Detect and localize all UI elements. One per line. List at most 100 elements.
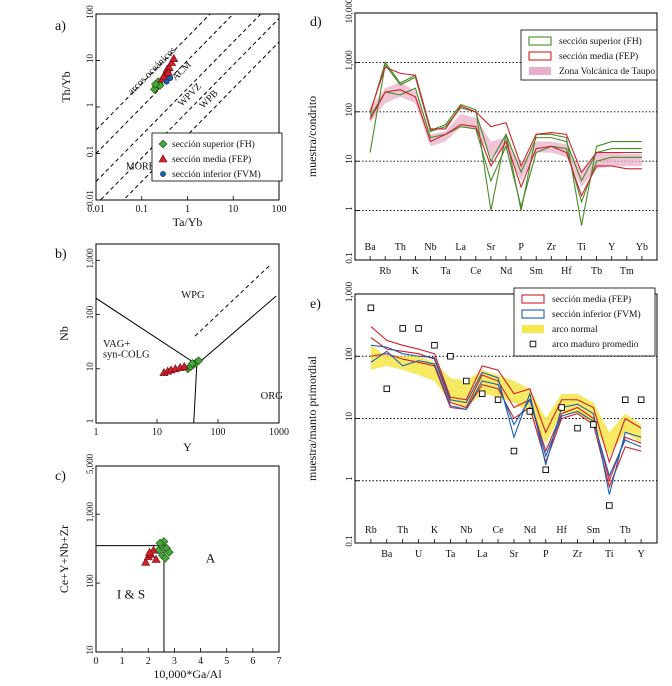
chart-d-category-label: P	[518, 242, 524, 253]
chart-e-category-label: Zr	[573, 549, 583, 560]
chart-d-category-label: Ce	[470, 266, 482, 277]
chart-e-category-label: La	[477, 549, 488, 560]
chart-d-legend-label: sección superior (FH)	[559, 36, 642, 47]
chart-c-point	[151, 554, 161, 563]
chart-b-frame	[95, 243, 280, 424]
chart-e-category-label: Sr	[509, 549, 519, 560]
chart-c-xtick-label: 3	[172, 656, 177, 667]
chart-d-ytick-label: 1,000	[344, 50, 354, 71]
chart-d-legend-label: sección media (FEP)	[559, 51, 638, 62]
chart-d-ytick-label: 10,000	[344, 0, 354, 23]
chart-e-category-label: U	[415, 549, 423, 560]
chart-c-xtick-label: 4	[198, 656, 203, 667]
chart-c-frame	[95, 465, 280, 653]
chart-d-series-line	[369, 66, 642, 174]
chart-a-boundary-0	[96, 14, 211, 131]
chart-a-field-lines	[96, 14, 279, 200]
chart-e-category-label: Ce	[492, 525, 504, 536]
chart-b-field-label: syn-COLG	[103, 350, 150, 361]
chart-e-ylabel: muestra/manto primordial	[305, 355, 319, 481]
chart-b-ytick-label: 10	[85, 362, 95, 372]
chart-a-legend-marker	[158, 154, 168, 163]
chart-e-legend: sección media (FEP) sección inferior (FVM…	[513, 287, 656, 357]
chart-c-xtick-label: 7	[277, 656, 282, 667]
chart-e-marker	[606, 502, 613, 509]
chart-c-ytick-label: 1,000	[85, 502, 95, 523]
chart-b: 1 10 100 1000 1 10 100 1,000 Y Nb b) WPG VAG+syn-COL…	[55, 243, 289, 454]
chart-d-category-label: K	[412, 266, 420, 277]
chart-c-ylabel: Ce+Y+Nb+Zr	[57, 525, 71, 593]
chart-e-marker	[383, 385, 391, 393]
chart-a-legend-label: sección inferior (FVM)	[172, 169, 261, 180]
chart-e-category-label: Rb	[365, 525, 377, 536]
chart-e-marker	[510, 447, 518, 455]
chart-b-panel-label: b)	[55, 247, 67, 262]
chart-b-xlabel: Y	[183, 440, 192, 454]
chart-c-xtick-label: 0	[94, 656, 99, 667]
chart-b-field-label: WPG	[181, 290, 205, 301]
chart-e-series-line	[370, 326, 642, 464]
chart-b-ylabel: Nb	[57, 326, 71, 341]
chart-a-xtick-label: 0.1	[136, 204, 149, 215]
chart-e-legend-label: arco maduro promedio	[552, 340, 639, 350]
chart-c-point	[141, 557, 151, 566]
chart-e-marker	[399, 325, 406, 332]
chart-a-ytick-label: 10	[85, 54, 95, 64]
chart-e-marker	[542, 466, 549, 474]
chart-d-legend: sección superior (FH) sección media (FEP)…	[520, 29, 658, 81]
chart-e-marker	[431, 342, 438, 349]
chart-d-category-label: Ta	[441, 266, 451, 277]
chart-d-ytick-label: 10	[344, 154, 354, 164]
chart-e-panel-label: e)	[310, 297, 321, 312]
chart-a-xtick-label: 1	[185, 204, 190, 215]
chart-e-marker	[526, 408, 534, 415]
chart-a-ylabel: Th/Yb	[59, 71, 73, 102]
chart-a-xtick-label: 10	[228, 204, 238, 215]
chart-d-ytick-label: 1	[344, 206, 354, 211]
chart-e-marker	[463, 377, 470, 385]
chart-d-category-label: Ba	[365, 242, 377, 253]
chart-a-point	[163, 67, 173, 76]
chart-c-xtick-label: 5	[224, 656, 229, 667]
chart-d-category-label: Ti	[577, 242, 586, 253]
chart-b-field-label: ORG	[261, 391, 284, 402]
chart-e-marker	[637, 396, 645, 404]
chart-a-legend-marker	[158, 139, 168, 149]
chart-b-field-label: VAG+	[103, 339, 130, 350]
chart-e-marker	[415, 325, 422, 332]
chart-e-category-label: K	[431, 525, 439, 536]
chart-e-category-label: Th	[397, 525, 408, 536]
chart-d-ytick-label: 100	[344, 103, 354, 117]
chart-d-category-label: Nb	[424, 242, 436, 253]
chart-e-category-label: Y	[637, 549, 644, 560]
chart-c-xtick-label: 1	[120, 656, 125, 667]
chart-d-category-label: Zr	[547, 242, 557, 253]
chart-b-point	[194, 356, 203, 366]
chart-e-category-label: Ti	[605, 549, 614, 560]
chart-b-ytick-label: 1	[85, 419, 95, 424]
chart-a-boundary-1	[96, 14, 234, 154]
chart-a-boundary-2	[96, 14, 262, 182]
chart-a-point	[169, 53, 179, 62]
chart-e-category-label: Sm	[587, 525, 601, 536]
chart-e-legend-label: sección media (FEP)	[552, 294, 631, 305]
chart-e-category-label: Nd	[524, 525, 536, 536]
chart-a-legend-marker	[160, 171, 166, 177]
chart-c-ytick-label: 10	[85, 645, 95, 655]
chart-d-panel-label: d)	[310, 15, 322, 30]
chart-e-marker	[478, 390, 486, 397]
chart-e-legend-swatch	[521, 309, 545, 319]
chart-e-legend-label: sección inferior (FVM)	[552, 309, 641, 320]
chart-e-legend-swatch	[521, 294, 545, 304]
chart-e-marker	[558, 404, 565, 411]
chart-d-legend-swatch	[528, 51, 552, 61]
chart-d-category-label: Nd	[500, 266, 512, 277]
chart-e: 0.1 1 10 100 1,000 Rb Ba Th U K Ta Nb La Ce Sr Nd P Hf Zr S…	[305, 281, 658, 560]
chart-a-xtick-label: 100	[272, 204, 287, 215]
chart-b-ytick-label: 1,000	[85, 248, 95, 269]
chart-a-legend-label: sección media (FEP)	[172, 154, 251, 165]
chart-e-ytick-label: 1,000	[344, 281, 354, 302]
chart-e-plot	[355, 304, 657, 509]
chart-c-xtick-label: 2	[146, 656, 151, 667]
chart-e-category-label: P	[543, 549, 549, 560]
